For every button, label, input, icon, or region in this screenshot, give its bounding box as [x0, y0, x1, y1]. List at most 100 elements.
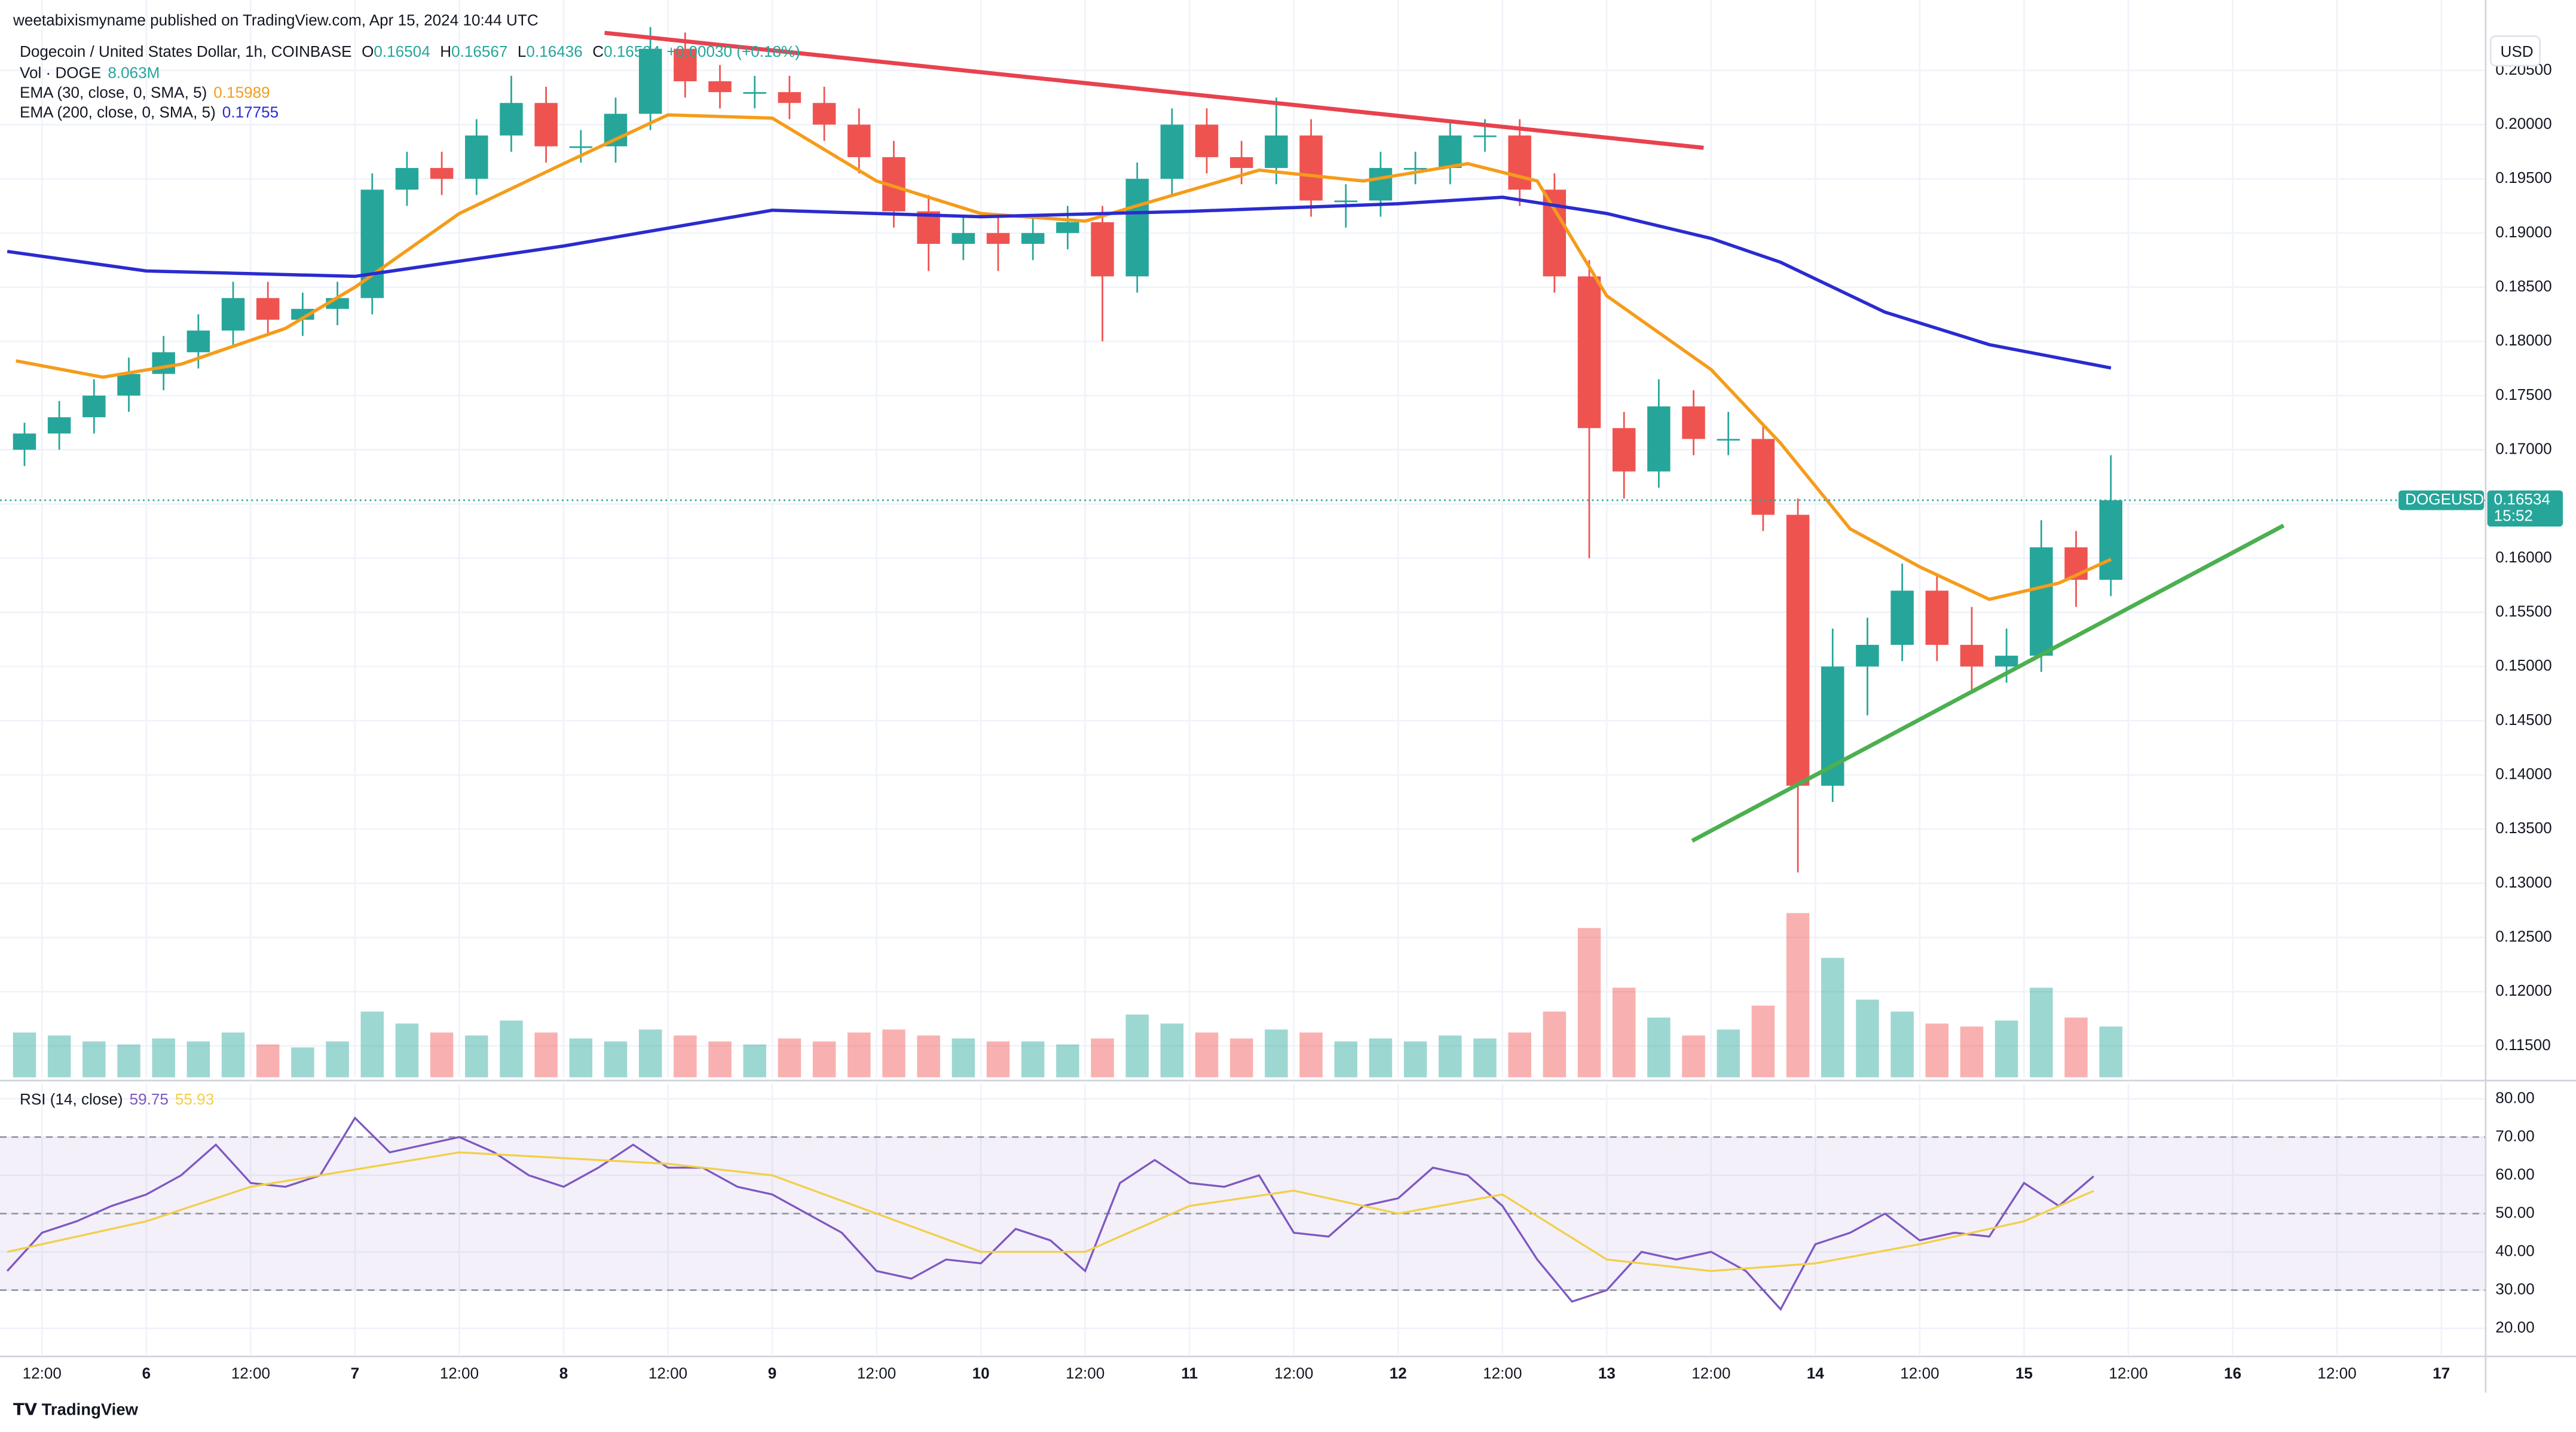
volume-bar — [1299, 1032, 1323, 1078]
candle-body — [395, 168, 419, 190]
y-tick-label: 0.15500 — [2495, 602, 2551, 620]
x-tick-label: 12:00 — [23, 1364, 62, 1382]
candle-body — [1751, 439, 1775, 515]
volume-bar — [917, 1035, 940, 1078]
candle-body — [1786, 515, 1810, 786]
y-tick-label: 0.14000 — [2495, 764, 2551, 782]
y-tick-label: 80.00 — [2495, 1088, 2534, 1106]
y-tick-label: 0.18500 — [2495, 277, 2551, 295]
y-tick-label: 0.17500 — [2495, 385, 2551, 403]
volume-bar — [674, 1035, 697, 1078]
y-tick-label: 0.13500 — [2495, 819, 2551, 837]
candle-body — [674, 48, 697, 82]
candle-body — [952, 232, 975, 244]
volume-bar — [1821, 957, 1844, 1078]
legend-line: Vol · DOGE 8.063M — [20, 64, 160, 82]
legend-item: L — [518, 42, 527, 60]
x-tick-label: 12:00 — [1900, 1364, 1939, 1382]
y-tick-label: 20.00 — [2495, 1318, 2534, 1336]
candle-body — [1856, 644, 1879, 667]
volume-bar — [1125, 1014, 1149, 1078]
volume-bar — [708, 1041, 732, 1078]
candle-body — [1021, 232, 1045, 244]
y-tick-label: 0.12000 — [2495, 981, 2551, 999]
legend-item: Vol · DOGE — [20, 64, 101, 82]
volume-bar — [778, 1038, 801, 1078]
candle-body — [1612, 428, 1636, 472]
volume-bar — [291, 1047, 314, 1078]
candle-body — [82, 395, 106, 418]
legend-line: Dogecoin / United States Dollar, 1h, COI… — [20, 42, 800, 60]
candle-body — [778, 92, 801, 103]
y-tick-label: 40.00 — [2495, 1241, 2534, 1259]
candle-body — [1960, 644, 1984, 667]
volume-bar — [1682, 1035, 1705, 1078]
price-tag-countdown: 15:52 — [2494, 506, 2533, 524]
volume-bar — [952, 1038, 975, 1078]
candle-body — [152, 352, 175, 374]
candle-body — [13, 433, 36, 450]
volume-bar — [1508, 1032, 1531, 1078]
price-tag — [2487, 490, 2563, 527]
volume-bar — [1786, 913, 1810, 1078]
x-tick-label: 12:00 — [1691, 1364, 1730, 1382]
volume-bar — [1577, 928, 1601, 1078]
volume-bar — [82, 1041, 106, 1078]
header: weetabixismyname published on TradingVie… — [13, 11, 539, 29]
x-tick-label: 9 — [768, 1364, 777, 1382]
x-tick-label: 12:00 — [2317, 1364, 2356, 1382]
price-tag-value: 0.16534 — [2494, 490, 2550, 508]
legend-line: EMA (30, close, 0, SMA, 5) 0.15989 — [20, 84, 270, 102]
candle-body — [1439, 135, 1462, 169]
candle-body — [2030, 547, 2053, 656]
candle-body — [1125, 179, 1149, 277]
candle-body — [2099, 500, 2122, 580]
volume-bar — [1056, 1044, 1079, 1078]
candle-body — [1473, 135, 1497, 137]
volume-bar — [1265, 1029, 1288, 1078]
x-tick-label: 10 — [972, 1364, 990, 1382]
legend-line: RSI (14, close) 59.75 55.93 — [20, 1090, 214, 1108]
y-tick-label: 0.20000 — [2495, 114, 2551, 132]
volume-bar — [1021, 1041, 1045, 1078]
volume-bar — [1925, 1023, 1949, 1078]
legend-item: Dogecoin / United States Dollar, 1h, COI… — [20, 42, 352, 60]
candle-body — [117, 374, 140, 396]
candle-body — [569, 146, 593, 148]
y-tick-label: 0.19000 — [2495, 223, 2551, 241]
resistance-trendline — [604, 30, 1704, 150]
y-tick-label: 0.12500 — [2495, 927, 2551, 945]
axes: 12:00 6 12:00 7 12:00 8 12:00 9 12:00 10 12:00 11 12… — [23, 60, 2563, 1382]
x-tick-label: 12:00 — [1274, 1364, 1313, 1382]
y-tick-label: 0.16000 — [2495, 548, 2551, 566]
candle-body — [430, 168, 454, 179]
volume-bar — [360, 1011, 384, 1078]
y-tick-label: 0.17000 — [2495, 439, 2551, 457]
candle-body — [1994, 656, 2018, 667]
candle-body — [986, 232, 1010, 244]
x-tick-label: 14 — [1807, 1364, 1825, 1382]
rsi-line — [6, 1116, 2094, 1311]
y-tick-label: 0.15000 — [2495, 656, 2551, 674]
candle-body — [1160, 124, 1184, 179]
candle-body — [1334, 200, 1358, 203]
volume-bar — [1230, 1038, 1253, 1078]
logo: 𝗧𝗩 TradingView — [13, 1400, 139, 1419]
x-tick-label: 15 — [2015, 1364, 2033, 1382]
volume-bar — [569, 1038, 593, 1078]
y-tick-label: 0.13000 — [2495, 873, 2551, 891]
volume-bar — [1160, 1023, 1184, 1078]
volume-bar — [743, 1044, 766, 1078]
volume-bar — [848, 1032, 871, 1078]
rsi-line — [7, 1151, 2094, 1272]
volume-bar — [430, 1032, 454, 1078]
candle-body — [1369, 168, 1393, 201]
volume-bar — [500, 1020, 523, 1078]
volume-bar — [604, 1041, 628, 1078]
legend-item: 0.16504 — [374, 42, 430, 60]
ema-line — [7, 195, 2112, 370]
candle-body — [1091, 222, 1114, 277]
candle-body — [1265, 135, 1288, 169]
legend-item: O — [362, 42, 374, 60]
volume-bar — [812, 1041, 836, 1078]
